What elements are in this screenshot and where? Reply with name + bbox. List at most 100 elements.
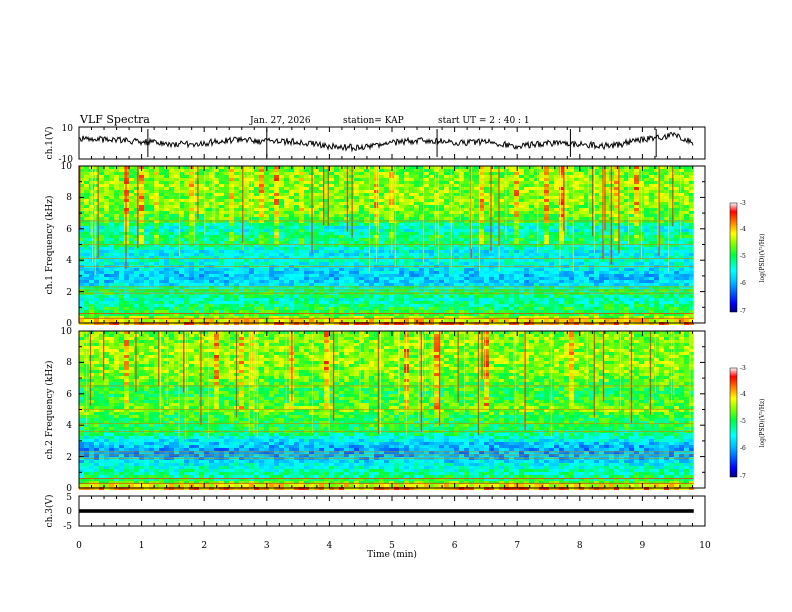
spectrogram-cell: [214, 304, 219, 307]
spectrogram-cell: [299, 289, 304, 292]
spectrogram-cell: [469, 307, 474, 310]
spectrogram-cell: [259, 211, 264, 214]
spectrogram-cell: [504, 319, 509, 322]
spectrogram-cell: [204, 232, 209, 235]
spectrogram-cell: [109, 271, 114, 274]
spectrogram-cell: [159, 277, 164, 280]
spectrogram-cell: [289, 241, 294, 244]
spectrogram-cell: [429, 235, 434, 238]
spectrogram-cell: [494, 253, 499, 256]
spectrogram-cell: [89, 187, 94, 190]
spectrogram-cell: [134, 250, 139, 253]
spectrogram-cell: [369, 247, 374, 250]
spectrogram-cell: [314, 232, 319, 235]
spectrogram-cell: [104, 175, 109, 178]
spectrogram-cell: [359, 271, 364, 274]
spectrogram-cell: [154, 295, 159, 298]
spectrogram-cell: [504, 223, 509, 226]
spectrogram-cell: [114, 220, 119, 223]
spectrogram-cell: [84, 202, 89, 205]
spectrogram-cell: [209, 274, 214, 277]
spectrogram-cell: [504, 295, 509, 298]
spectrogram-cell: [534, 280, 539, 283]
spectrogram-cell: [214, 229, 219, 232]
spectrogram-cell: [324, 175, 329, 178]
spectrogram-cell: [429, 289, 434, 292]
spectrogram-cell: [264, 202, 269, 205]
spectrogram-cell: [444, 199, 449, 202]
spectrogram-cell: [434, 190, 439, 193]
spectrogram-cell: [369, 187, 374, 190]
spectrogram-cell: [269, 256, 274, 259]
spectrogram-cell: [244, 184, 249, 187]
spectrogram-cell: [509, 268, 514, 271]
spectrogram-cell: [489, 253, 494, 256]
spectrogram-cell: [264, 286, 269, 289]
spectrogram-cell: [109, 175, 114, 178]
spectrogram-cell: [509, 193, 514, 196]
spectrogram-cell: [154, 217, 159, 220]
spectrogram-cell: [134, 193, 139, 196]
spectrogram-cell: [439, 268, 444, 271]
spectrogram-cell: [199, 166, 204, 169]
spectrogram-cell: [519, 319, 524, 322]
spectrogram-cell: [394, 274, 399, 277]
spectrogram-cell: [204, 169, 209, 172]
spectrogram-cell: [509, 184, 514, 187]
spectrogram-cell: [414, 181, 419, 184]
spectrogram-cell: [534, 169, 539, 172]
spectrogram-cell: [209, 256, 214, 259]
spectrogram-cell: [544, 298, 549, 301]
spectrogram-cell: [469, 259, 474, 262]
spectrogram-cell: [509, 271, 514, 274]
spectrogram-cell: [469, 313, 474, 316]
spectrogram-cell: [104, 199, 109, 202]
spectrogram-cell: [529, 307, 534, 310]
spectrogram-cell: [444, 205, 449, 208]
spectrogram-cell: [209, 187, 214, 190]
spectrogram-cell: [229, 259, 234, 262]
spectrogram-cell: [499, 217, 504, 220]
spectrogram-cell: [119, 208, 124, 211]
spectrogram-cell: [224, 307, 229, 310]
spectrogram-cell: [79, 268, 84, 271]
spectrogram-cell: [499, 184, 504, 187]
spectrogram-cell: [119, 313, 124, 316]
spectrogram-cell: [479, 262, 484, 265]
spectrogram-cell: [114, 274, 119, 277]
spectrogram-cell: [169, 211, 174, 214]
spectrogram-cell: [354, 289, 359, 292]
spectrogram-cell: [504, 184, 509, 187]
spectrogram-cell: [394, 295, 399, 298]
spectrogram-cell: [184, 175, 189, 178]
spectrogram-cell: [434, 220, 439, 223]
spectrogram-cell: [469, 286, 474, 289]
ch1-trace: [78, 131, 694, 153]
spectrogram-cell: [199, 313, 204, 316]
spectrogram-cell: [424, 319, 429, 322]
spectrogram-cell: [404, 217, 409, 220]
spectrogram-cell: [384, 289, 389, 292]
spectrogram-cell: [179, 295, 184, 298]
spectrogram-cell: [279, 187, 284, 190]
spectrogram-cell: [154, 235, 159, 238]
spectrogram-cell: [364, 220, 369, 223]
spectrogram-cell: [519, 184, 524, 187]
spectrogram-cell: [219, 259, 224, 262]
spectrogram-cell: [394, 202, 399, 205]
spectrogram-cell: [544, 193, 549, 196]
spectrogram-cell: [169, 208, 174, 211]
spectrogram-cell: [524, 226, 529, 229]
spectrogram-cell: [334, 268, 339, 271]
spectrogram-cell: [259, 187, 264, 190]
spectrogram-cell: [444, 214, 449, 217]
spectrogram-cell: [329, 166, 334, 169]
spectrogram-cell: [94, 319, 99, 322]
spectrogram-cell: [354, 229, 359, 232]
spectrogram-cell: [489, 259, 494, 262]
spectrogram-cell: [504, 199, 509, 202]
spectrogram-cell: [219, 187, 224, 190]
spectrogram-cell: [509, 199, 514, 202]
spectrogram-cell: [384, 304, 389, 307]
spectrogram-cell: [269, 286, 274, 289]
